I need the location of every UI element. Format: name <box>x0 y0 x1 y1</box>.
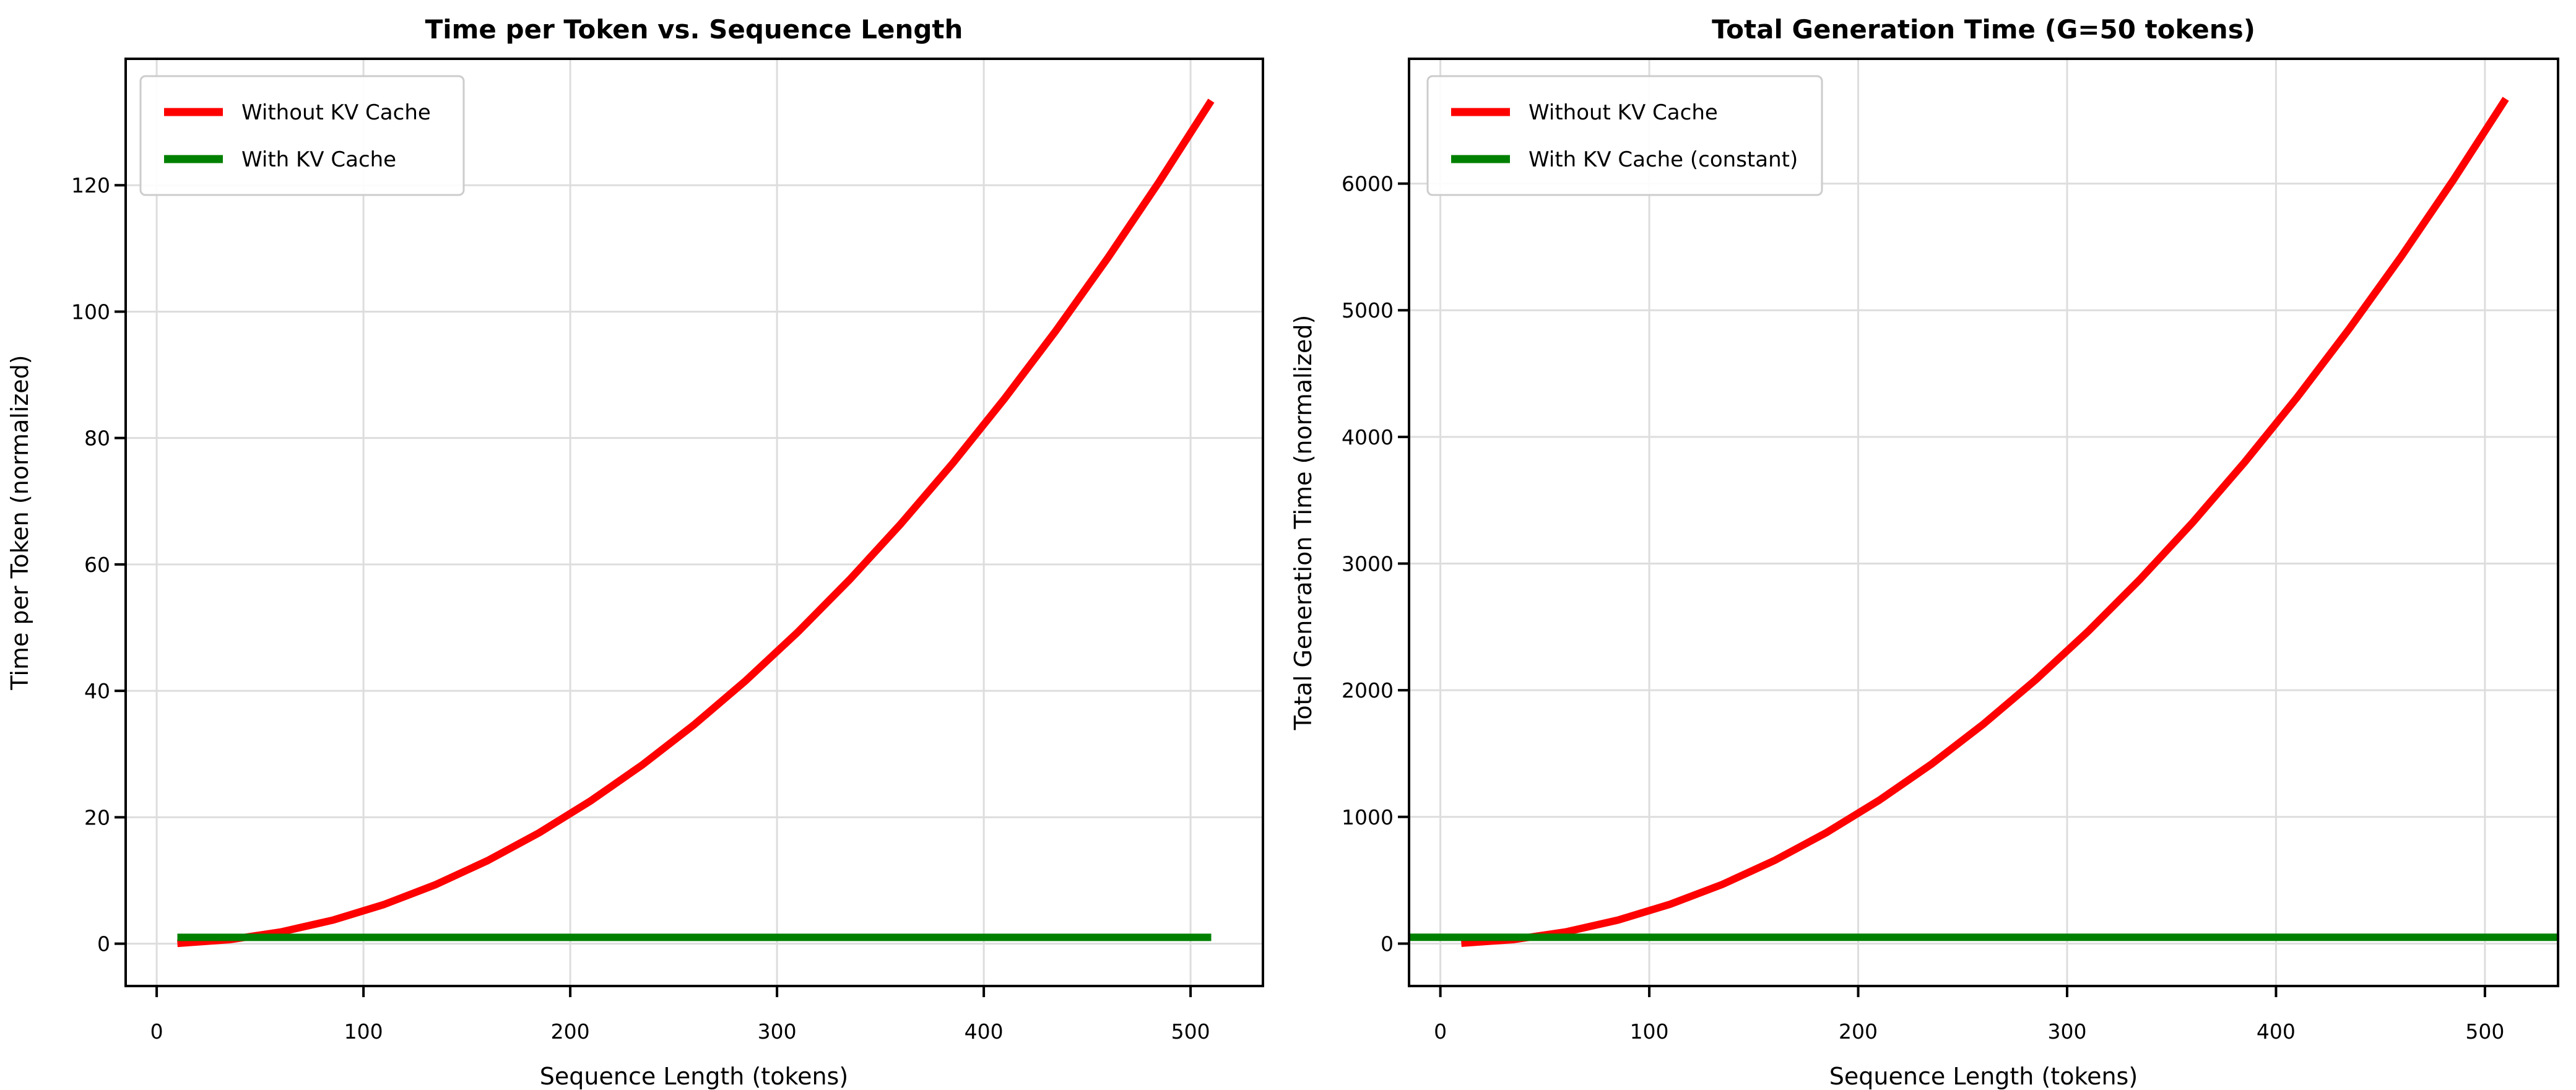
axes-spine <box>124 58 1264 987</box>
chart-title: Total Generation Time (G=50 tokens) <box>1712 14 2255 45</box>
chart-title: Time per Token vs. Sequence Length <box>425 14 963 45</box>
legend-label-with-kv-cache-constant: With KV Cache (constant) <box>1529 147 1798 172</box>
x-tick-label: 300 <box>758 1019 797 1044</box>
legend: Without KV Cache With KV Cache <box>139 75 465 196</box>
x-tick-label: 500 <box>1171 1019 1210 1044</box>
y-tick-label: 40 <box>84 679 110 703</box>
y-tick-label: 0 <box>1381 932 1394 956</box>
y-tick-label: 5000 <box>1342 298 1394 322</box>
plot-area-total-generation-time: 0 100 200 300 400 500010002000300040005000600… <box>1342 59 2558 1044</box>
x-tick-label: 100 <box>1630 1019 1669 1044</box>
x-tick-label: 300 <box>2047 1019 2086 1044</box>
legend: Without KV Cache With KV Cache (constant… <box>1426 75 1823 196</box>
y-tick-label: 120 <box>71 173 110 197</box>
legend-label-without-kv-cache: Without KV Cache <box>1529 100 1718 125</box>
x-tick-label: 500 <box>2465 1019 2504 1044</box>
plot-area-time-per-token: 0 100 200 300 400 500 0 20 40 60 80 100 120 <box>71 59 1263 1044</box>
y-tick-label: 0 <box>97 932 110 956</box>
x-axis-label: Sequence Length (tokens) <box>540 1063 848 1090</box>
legend-label-without-kv-cache: Without KV Cache <box>241 100 431 125</box>
y-tick-label: 2000 <box>1342 678 1394 703</box>
y-tick-label: 100 <box>71 300 110 324</box>
y-axis-label: Total Generation Time (normalized) <box>1290 315 1317 731</box>
y-axis-label: Time per Token (normalized) <box>6 355 33 690</box>
subplot-total-generation-time: 0 100 200 300 400 500010002000300040005000600… <box>1290 14 2559 1090</box>
legend-label-with-kv-cache: With KV Cache <box>241 147 396 172</box>
y-tick-label: 4000 <box>1342 425 1394 449</box>
x-axis-label: Sequence Length (tokens) <box>1829 1063 2138 1090</box>
series-line-without-kv-cache <box>1460 97 2509 947</box>
series-line-without-kv-cache <box>177 98 1215 948</box>
x-tick-label: 200 <box>551 1019 590 1044</box>
x-tick-label: 0 <box>150 1019 163 1044</box>
x-tick-label: 400 <box>965 1019 1004 1044</box>
subplot-time-per-token: 0 100 200 300 400 500 0 20 40 60 80 100 120 Time per… <box>6 14 1264 1090</box>
y-tick-label: 20 <box>84 805 110 829</box>
x-tick-label: 0 <box>1434 1019 1447 1044</box>
y-tick-label: 6000 <box>1342 172 1394 196</box>
legend-frame <box>139 75 465 196</box>
y-tick-label: 60 <box>84 553 110 577</box>
y-tick-label: 3000 <box>1342 552 1394 576</box>
legend-frame <box>1426 75 1823 196</box>
x-tick-label: 200 <box>1839 1019 1878 1044</box>
y-tick-label: 1000 <box>1342 805 1394 829</box>
y-tick-label: 80 <box>84 426 110 451</box>
axes-spine <box>1408 58 2559 987</box>
x-tick-label: 400 <box>2257 1019 2296 1044</box>
x-tick-label: 100 <box>344 1019 383 1044</box>
